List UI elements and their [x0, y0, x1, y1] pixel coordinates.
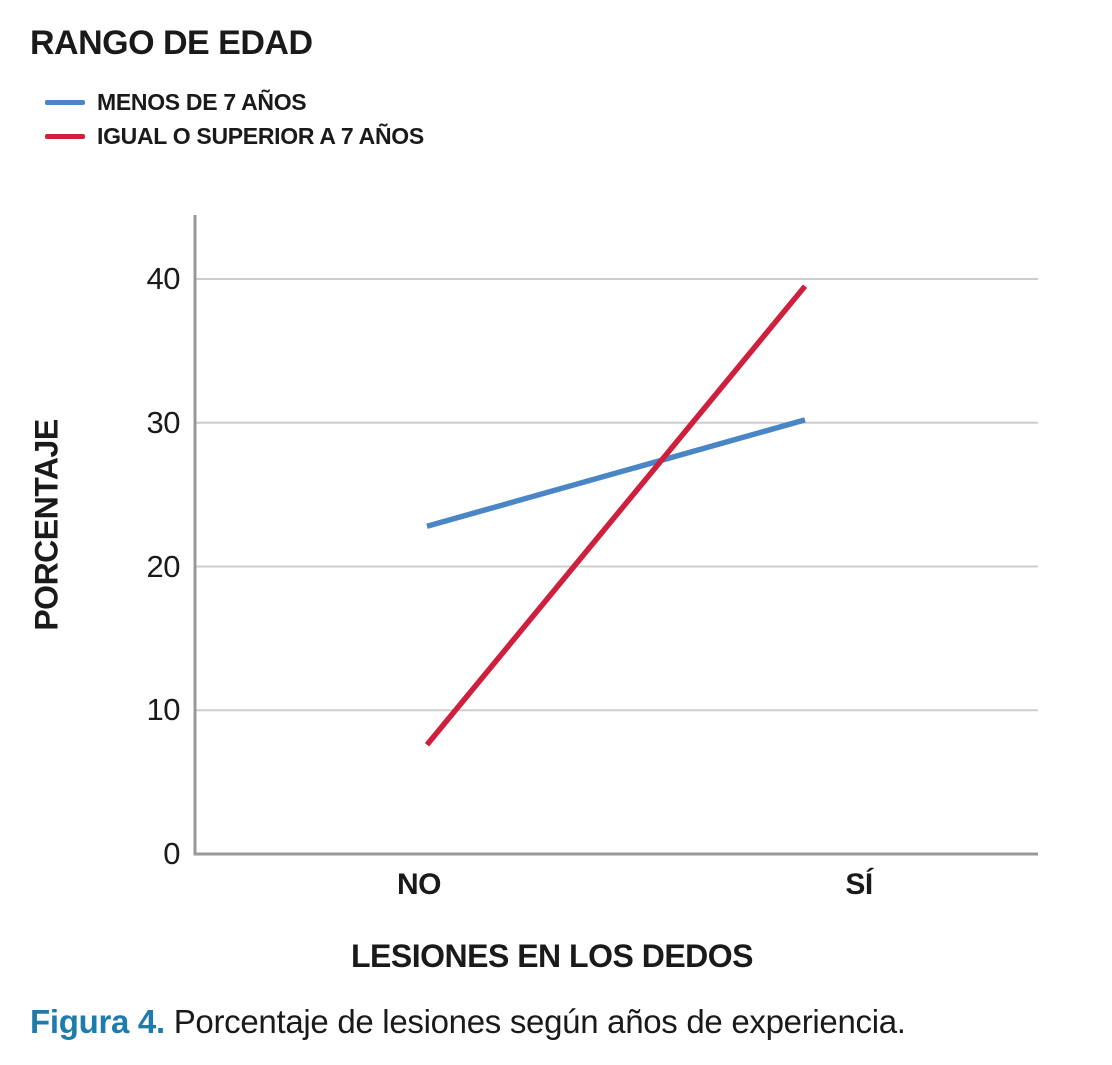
figure-caption-text: Porcentaje de lesiones según años de exp… — [173, 1003, 906, 1040]
legend-item-label: MENOS DE 7 AÑOS — [97, 88, 307, 115]
y-tick-label-20: 20 — [146, 548, 181, 584]
y-axis-title: PORCENTAJE — [28, 419, 65, 631]
legend-item-igual-superior-7: IGUAL O SUPERIOR A 7 AÑOS — [45, 122, 424, 149]
figure-caption: Figura 4. Porcentaje de lesiones según a… — [30, 1003, 906, 1041]
legend-item-menos-7: MENOS DE 7 AÑOS — [45, 88, 307, 115]
blue-line-swatch-icon — [45, 99, 85, 105]
legend: RANGO DE EDAD MENOS DE 7 AÑOS IGUAL O SU… — [30, 24, 424, 149]
series-line-menos-7 — [426, 417, 806, 529]
series-line-igual-superior-7 — [424, 284, 808, 747]
figure-caption-number: Figura 4. — [30, 1003, 165, 1040]
x-axis-title: LESIONES EN LOS DEDOS — [350, 938, 754, 974]
y-tick-label-30: 30 — [146, 404, 181, 440]
legend-title: RANGO DE EDAD — [30, 24, 313, 62]
legend-item-label: IGUAL O SUPERIOR A 7 AÑOS — [97, 122, 424, 149]
y-tick-label-40: 40 — [146, 261, 181, 296]
red-line-swatch-icon — [45, 133, 85, 139]
x-category-label-no: NO — [397, 868, 442, 901]
y-tick-label-10: 10 — [146, 692, 181, 728]
x-category-label-si: SÍ — [845, 868, 873, 901]
y-tick-label-0: 0 — [163, 836, 180, 871]
